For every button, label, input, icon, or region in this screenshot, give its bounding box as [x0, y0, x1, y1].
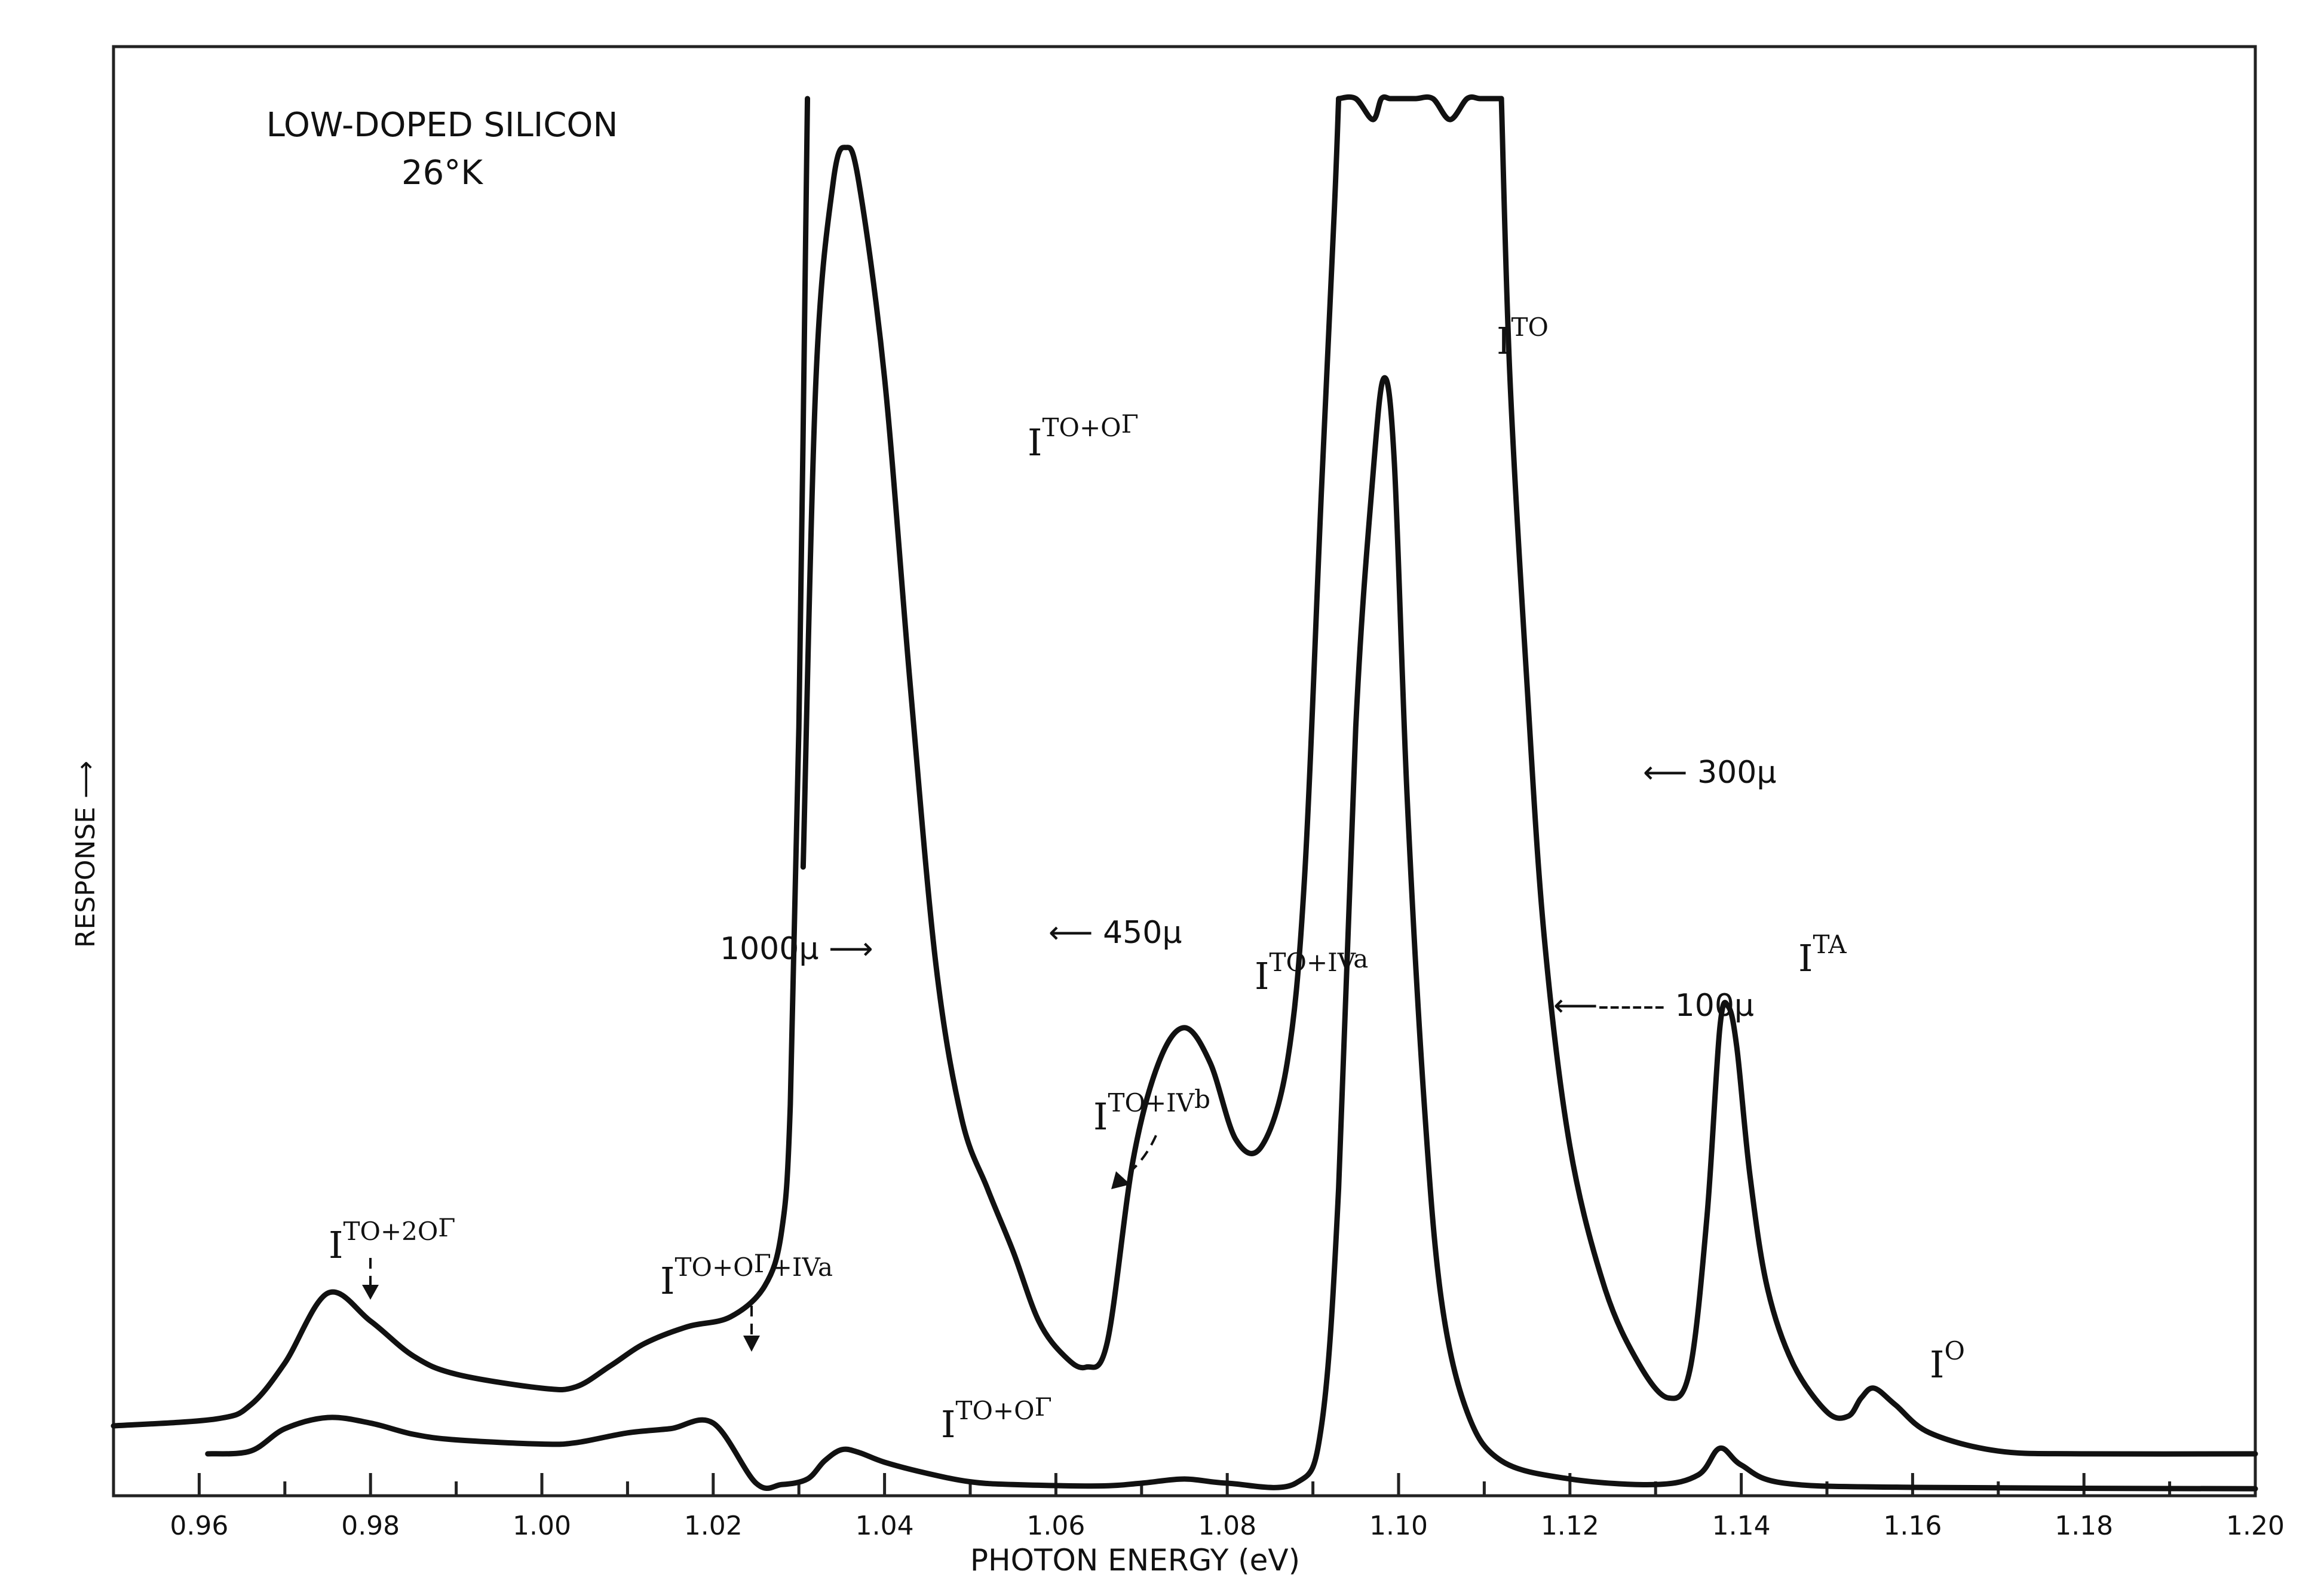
x-tick-label: 1.20 [2226, 1511, 2285, 1541]
annotation-i-0: IO [1930, 1336, 1965, 1386]
chart-title: LOW-DOPED SILICON [266, 106, 618, 145]
arrowhead-i-to-ivb [1111, 1171, 1130, 1189]
arrowhead-i-to-20r [362, 1285, 379, 1300]
x-tick-label: 1.18 [2055, 1511, 2113, 1541]
x-tick-label: 1.10 [1369, 1511, 1428, 1541]
annotation-i-to-or-top: ITO+OΓ [1028, 409, 1139, 464]
plot-frame [112, 45, 2257, 1498]
x-tick-label: 1.16 [1883, 1511, 1942, 1541]
annotation-i-to-or-bottom: ITO+OΓ [941, 1392, 1052, 1446]
annotation-i-to-ivb: ITO+IVb [1093, 1085, 1210, 1138]
series-line-450- [800, 96, 1342, 1371]
x-tick-label: 1.14 [1712, 1511, 1771, 1541]
x-tick-label: 1.06 [1026, 1511, 1085, 1541]
x-tick-label: 0.98 [341, 1511, 400, 1541]
label-300-micron: ⟵ 300μ [1643, 755, 1776, 791]
annotation-i-to-iva: ITO+IVa [1255, 944, 1368, 998]
annotation-i-ta: ITA [1798, 930, 1847, 980]
x-tick-label: 1.12 [1541, 1511, 1599, 1541]
x-tick-label: 1.00 [513, 1511, 571, 1541]
x-tick-labels: 0.96 0.98 1.00 1.02 1.04 1.06 1.08 1.10 1.12 1.14… [170, 1511, 2285, 1541]
annotation-i-to: ITO [1497, 313, 1549, 363]
arrow-i-to-ivb [1122, 1135, 1157, 1178]
label-100-micron: ⟵------ 100μ [1553, 988, 1754, 1024]
x-tick-label: 1.08 [1198, 1511, 1256, 1541]
y-axis-label-group: RESPONSE ⟶ [70, 761, 101, 948]
arrowhead-i-to-or-iva [743, 1336, 760, 1352]
x-axis-label: PHOTON ENERGY (eV) [970, 1543, 1300, 1578]
chart-subtitle: 26°K [401, 154, 483, 192]
series-line-100- [205, 375, 2258, 1492]
annotation-i-to-or-iva: ITO+OΓ+IVa [660, 1249, 833, 1303]
series-line-300- [1336, 94, 1504, 123]
series-line-300-tail [1498, 96, 2258, 1457]
annotation-i-to-20r: ITO+2OΓ [329, 1213, 455, 1267]
x-tick-label: 1.04 [856, 1511, 914, 1541]
x-tick-label: 1.02 [684, 1511, 743, 1541]
label-450-micron: ⟵ 450μ [1048, 915, 1182, 951]
label-1000-micron: 1000μ ⟶ [720, 931, 873, 967]
y-axis-label: RESPONSE [70, 807, 101, 948]
series-line-1000- [111, 96, 811, 1429]
y-axis-arrow: ⟶ [70, 761, 101, 798]
series-group [111, 94, 2258, 1492]
x-tick-label: 0.96 [170, 1511, 228, 1541]
